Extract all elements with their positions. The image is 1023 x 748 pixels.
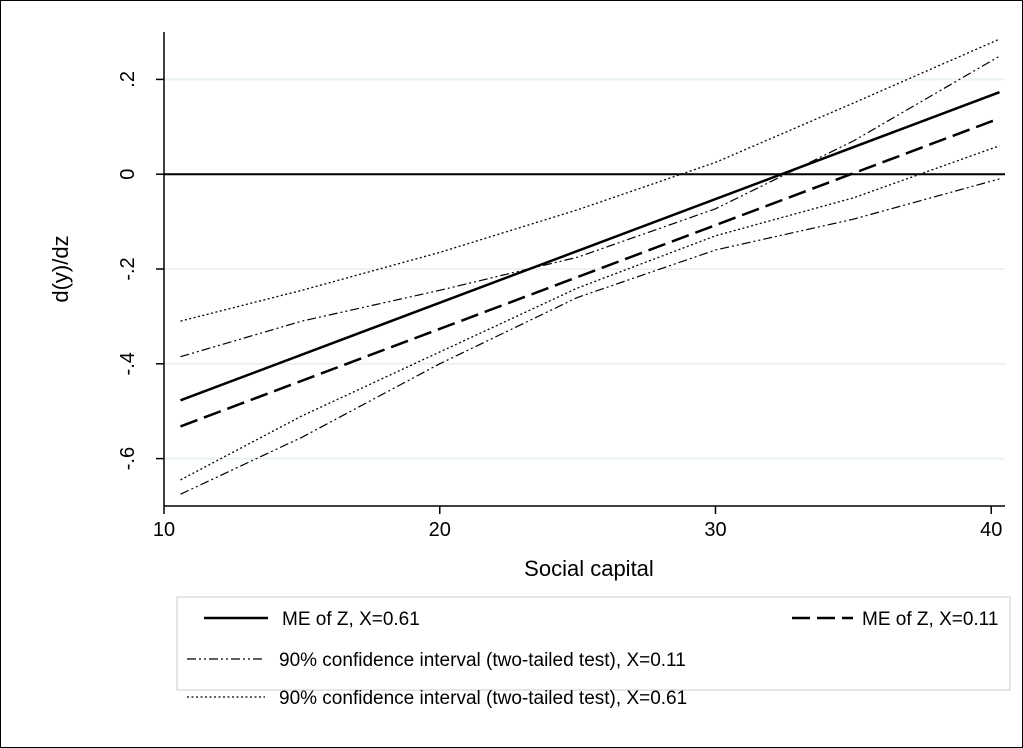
legend-label-2: 90% confidence interval (two-tailed test… [279,650,686,671]
y-tick-label-2: -.2 [117,257,139,280]
x-tick-label-3: 40 [980,519,1002,541]
series-line-4 [180,38,1000,322]
y-tick-label-4: -.6 [117,447,139,470]
y-tick-label-3: -.4 [117,352,139,375]
series-line-0 [180,91,1000,402]
series-lines [180,38,1000,495]
series-line-2 [180,55,1000,358]
legend-label-3: 90% confidence interval (two-tailed test… [279,688,687,709]
x-axis-title: Social capital [524,556,654,581]
legend-box [176,596,1011,691]
legend: ME of Z, X=0.61 ME of Z, X=0.11 90% confid… [187,609,998,709]
y-axis-ticks: .2 0 -.2 -.4 -.6 [117,71,164,470]
x-tick-label-1: 20 [429,519,451,541]
x-axis-ticks: 10 20 30 40 [153,506,1002,541]
series-line-1 [180,117,1000,428]
y-tick-label-1: 0 [117,169,139,180]
series-line-3 [180,178,1000,495]
y-tick-label-0: .2 [117,71,139,88]
y-axis-title: d(y)/dz [48,235,73,302]
series-line-5 [180,145,1000,481]
legend-label-1: ME of Z, X=0.11 [862,609,998,630]
x-tick-label-2: 30 [704,519,726,541]
x-tick-label-0: 10 [153,519,175,541]
legend-label-0: ME of Z, X=0.61 [282,609,420,630]
